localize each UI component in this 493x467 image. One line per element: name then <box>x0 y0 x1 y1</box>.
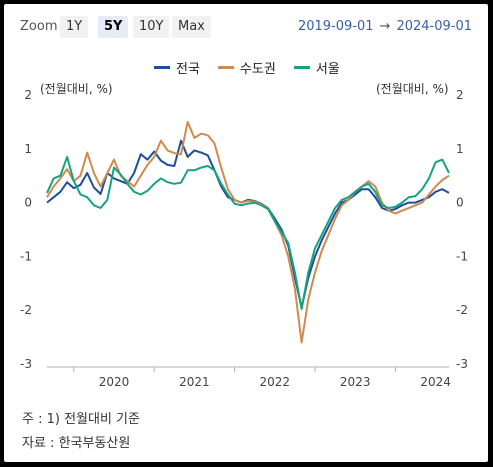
zoom-label: Zoom <box>20 19 58 34</box>
series-line-capital_area <box>46 120 450 344</box>
x-tick-label: 2021 <box>179 375 210 389</box>
legend-item-capital-area[interactable]: 수도권 <box>217 58 276 77</box>
x-tick-label: 2020 <box>99 375 130 389</box>
range-button-1y[interactable]: 1Y <box>60 16 89 38</box>
chart-toolbar: Zoom 1Y 5Y 10Y Max 2019-09-01 → 2024-09-01 <box>4 4 488 44</box>
range-button-5y[interactable]: 5Y <box>98 16 129 38</box>
date-to[interactable]: 2024-09-01 <box>396 19 472 34</box>
x-tick-label: 2024 <box>420 375 451 389</box>
series-line-seoul <box>46 155 450 311</box>
y-axis-title-right: (전월대비, %) <box>376 82 449 96</box>
legend-label-nationwide: 전국 <box>176 62 200 77</box>
y-tick-label-left: 1 <box>24 142 32 156</box>
chart-legend: 전국 수도권 서울 <box>154 58 340 77</box>
y-axis-title-left: (전월대비, %) <box>40 82 113 96</box>
date-range-display[interactable]: 2019-09-01 → 2024-09-01 <box>298 19 472 34</box>
legend-swatch-nationwide <box>154 66 170 69</box>
y-tick-label-right: -2 <box>456 303 468 317</box>
y-tick-label-left: 2 <box>24 88 32 102</box>
y-tick-label-left: -2 <box>20 303 32 317</box>
y-tick-label-left: -3 <box>20 357 32 371</box>
y-tick-label-left: 0 <box>24 196 32 210</box>
range-button-10y[interactable]: 10Y <box>133 16 170 38</box>
y-tick-label-left: -1 <box>20 249 32 263</box>
x-tick-label: 2023 <box>340 375 371 389</box>
footnote-source: 자료 : 한국부동산원 <box>22 436 131 451</box>
legend-item-nationwide[interactable]: 전국 <box>154 58 200 77</box>
line-chart: 2 2 1 1 0 0 -1 -1 -2 -2 -3 -3 2020 2021 2022 2023 2024 <box>20 88 468 389</box>
y-tick-label-right: 1 <box>456 142 464 156</box>
date-from[interactable]: 2019-09-01 <box>297 19 374 34</box>
legend-label-seoul: 서울 <box>315 62 340 77</box>
y-tick-label-right: 2 <box>456 88 464 102</box>
legend-swatch-seoul <box>293 66 310 69</box>
range-button-max[interactable]: Max <box>172 16 211 38</box>
y-tick-label-right: -3 <box>456 357 468 371</box>
y-tick-label-right: 0 <box>456 196 464 210</box>
legend-label-capital-area: 수도권 <box>239 62 276 77</box>
footnote-note: 주 : 1) 전월대비 기준 <box>22 412 140 427</box>
date-range-arrow: → <box>379 19 391 34</box>
y-tick-label-right: -1 <box>456 249 468 263</box>
legend-item-seoul[interactable]: 서울 <box>293 58 340 77</box>
legend-swatch-capital-area <box>217 66 234 69</box>
chart-panel: Zoom 1Y 5Y 10Y Max 2019-09-01 → 2024-09-01… <box>4 4 488 462</box>
series-line-nationwide <box>46 139 450 309</box>
x-tick-label: 2022 <box>260 375 291 389</box>
